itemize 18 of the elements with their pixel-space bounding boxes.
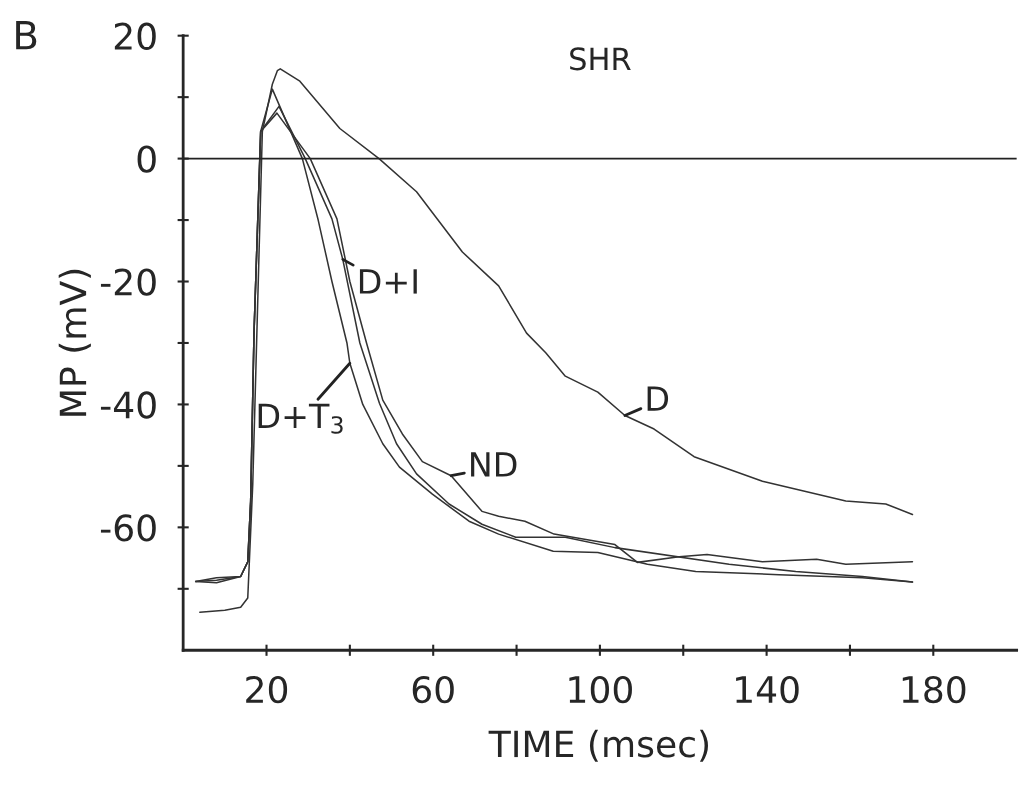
x-tick-label: 140 bbox=[736, 675, 799, 704]
annotation: D+I bbox=[359, 269, 417, 294]
y-tick-label: 0 bbox=[137, 145, 156, 173]
y-tick-label: -60 bbox=[100, 514, 156, 542]
y-tick-label: -20 bbox=[100, 268, 156, 296]
y-axis-title: MP (mV) bbox=[58, 269, 91, 416]
annotation: D+T$_{3}$ bbox=[258, 403, 343, 434]
annotation: D bbox=[647, 386, 669, 411]
x-tick-label: 60 bbox=[412, 675, 454, 704]
x-axis-title: TIME (msec) bbox=[488, 729, 708, 762]
chart-title: SHR bbox=[570, 47, 631, 71]
x-tick-label: 180 bbox=[902, 675, 966, 704]
text: B bbox=[16, 21, 37, 50]
annotation: ND bbox=[471, 452, 517, 477]
y-tick-label: 20 bbox=[114, 22, 156, 50]
x-tick-label: 100 bbox=[569, 675, 632, 704]
x-tick-label: 20 bbox=[246, 675, 288, 704]
y-tick-label: -40 bbox=[100, 391, 156, 419]
